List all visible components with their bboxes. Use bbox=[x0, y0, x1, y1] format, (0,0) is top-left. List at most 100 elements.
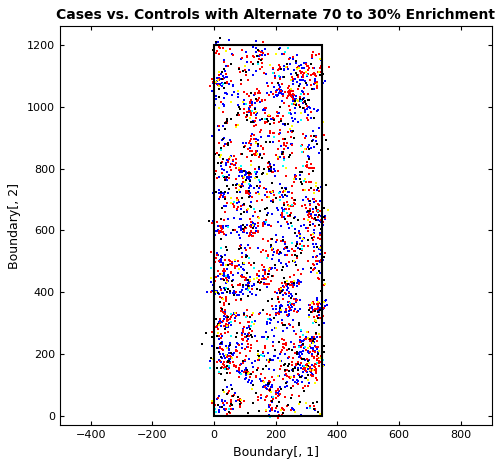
Point bbox=[256, 51, 264, 58]
Point bbox=[275, 411, 283, 419]
Point bbox=[300, 335, 308, 343]
Point bbox=[232, 347, 240, 354]
Point bbox=[213, 395, 221, 403]
Point bbox=[228, 194, 235, 201]
Point bbox=[268, 373, 276, 381]
Point bbox=[308, 85, 316, 92]
Point bbox=[271, 172, 279, 180]
Point bbox=[260, 42, 268, 49]
Point bbox=[226, 403, 234, 410]
Point bbox=[234, 121, 242, 128]
Point bbox=[304, 143, 312, 150]
Point bbox=[232, 309, 240, 317]
Point bbox=[298, 242, 306, 250]
Point bbox=[239, 357, 247, 365]
Point bbox=[266, 397, 274, 404]
Point bbox=[244, 233, 252, 240]
Point bbox=[286, 102, 294, 110]
Point bbox=[244, 92, 252, 100]
Point bbox=[236, 182, 244, 190]
Point bbox=[276, 284, 284, 291]
Point bbox=[251, 105, 259, 112]
Point bbox=[309, 337, 317, 345]
Point bbox=[289, 93, 297, 100]
Point bbox=[288, 202, 296, 209]
Point bbox=[222, 168, 230, 176]
Point bbox=[246, 203, 254, 210]
Point bbox=[304, 71, 312, 78]
Point bbox=[224, 312, 232, 320]
Point bbox=[224, 328, 232, 336]
Point bbox=[261, 344, 269, 352]
Point bbox=[314, 299, 322, 306]
Point bbox=[236, 76, 244, 84]
Point bbox=[266, 311, 274, 319]
Point bbox=[310, 334, 318, 341]
Point bbox=[300, 234, 308, 241]
Point bbox=[308, 353, 316, 360]
Point bbox=[290, 95, 298, 102]
Point bbox=[236, 403, 244, 410]
Point bbox=[285, 248, 293, 255]
Point bbox=[318, 309, 326, 317]
Point bbox=[270, 324, 278, 332]
Point bbox=[251, 117, 259, 125]
Point bbox=[227, 166, 235, 174]
Point bbox=[242, 274, 250, 282]
Point bbox=[256, 128, 264, 135]
Point bbox=[284, 94, 292, 102]
Point bbox=[252, 149, 260, 156]
Point bbox=[228, 392, 235, 400]
Point bbox=[222, 118, 230, 126]
Point bbox=[282, 290, 290, 297]
Point bbox=[268, 243, 276, 251]
Point bbox=[237, 296, 245, 303]
Point bbox=[304, 328, 312, 336]
Point bbox=[216, 215, 224, 222]
Point bbox=[230, 391, 237, 399]
Point bbox=[252, 114, 260, 121]
Point bbox=[246, 190, 254, 197]
Point bbox=[240, 201, 248, 209]
Point bbox=[206, 264, 214, 271]
Point bbox=[317, 63, 325, 70]
Point bbox=[240, 208, 248, 216]
Point bbox=[252, 42, 260, 49]
Point bbox=[218, 147, 226, 154]
Point bbox=[231, 362, 239, 370]
Point bbox=[292, 297, 300, 304]
Point bbox=[234, 88, 242, 95]
Point bbox=[303, 114, 311, 122]
Point bbox=[314, 297, 322, 304]
Point bbox=[232, 184, 240, 191]
Point bbox=[198, 341, 206, 348]
Point bbox=[218, 225, 226, 233]
Point bbox=[229, 405, 237, 412]
Point bbox=[268, 138, 276, 145]
Point bbox=[287, 202, 295, 210]
Point bbox=[284, 243, 292, 250]
Point bbox=[217, 189, 225, 196]
Point bbox=[313, 243, 321, 251]
Point bbox=[245, 190, 253, 198]
Point bbox=[320, 302, 328, 310]
Point bbox=[304, 90, 312, 97]
Point bbox=[297, 364, 305, 372]
Point bbox=[294, 342, 302, 350]
Point bbox=[285, 91, 293, 98]
Point bbox=[220, 134, 228, 142]
Point bbox=[317, 256, 325, 263]
Point bbox=[216, 270, 224, 277]
Point bbox=[237, 244, 245, 252]
Point bbox=[256, 116, 264, 123]
Point bbox=[296, 97, 304, 104]
Point bbox=[321, 212, 329, 219]
Point bbox=[313, 305, 321, 313]
Point bbox=[224, 316, 232, 324]
Point bbox=[210, 314, 218, 322]
Point bbox=[290, 75, 298, 83]
Point bbox=[262, 406, 270, 413]
Point bbox=[238, 55, 246, 62]
Point bbox=[247, 332, 255, 339]
Point bbox=[221, 267, 229, 275]
